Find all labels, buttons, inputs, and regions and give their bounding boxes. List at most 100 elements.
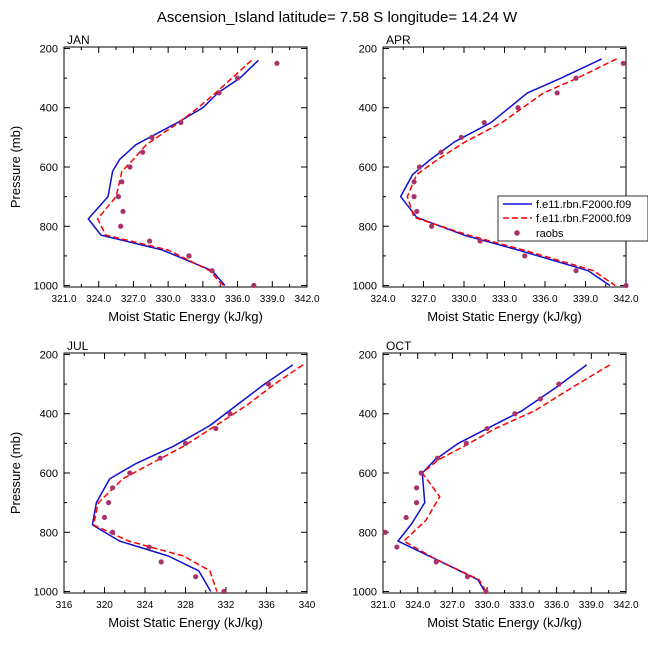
raob-point — [512, 411, 518, 417]
raob-point — [416, 164, 423, 170]
plot-area — [87, 59, 259, 287]
x-tick-label: 333.0 — [492, 294, 517, 305]
x-tick-label: 336.0 — [532, 294, 557, 305]
x-tick-label: 328 — [177, 600, 194, 611]
raob-point — [403, 514, 409, 521]
x-tick-label: 339.0 — [260, 294, 285, 305]
raob-point — [515, 105, 521, 111]
y-tick-label: 400 — [359, 103, 377, 115]
raob-point — [127, 470, 133, 476]
y-tick-label: 600 — [40, 468, 58, 480]
raob-point — [274, 60, 280, 66]
y-tick-label: 400 — [40, 409, 58, 421]
raob-point — [483, 588, 489, 595]
raob-point — [414, 208, 420, 215]
raob-point — [221, 588, 227, 595]
x-tick-label: 327.0 — [121, 294, 146, 305]
x-axis-label: Moist Static Energy (kJ/kg) — [108, 615, 263, 630]
raob-point — [213, 425, 219, 432]
plot-area — [399, 58, 617, 287]
legend-label-3: raobs — [536, 228, 564, 240]
raob-point — [157, 455, 163, 461]
y-axis-label: Pressure (mb) — [8, 432, 23, 514]
panel-jul: JUL 316 320 324 328 332 336 340 200 400 600 800 1000… — [8, 339, 316, 630]
x-tick-label: 330.0 — [156, 294, 181, 305]
raob-point — [464, 574, 471, 580]
x-tick-label: 333.0 — [509, 600, 534, 611]
y-tick-label: 600 — [40, 162, 58, 174]
raob-point — [234, 75, 241, 81]
legend-dot — [514, 230, 520, 236]
panel-label: OCT — [386, 339, 412, 353]
x-tick-label: 324.0 — [405, 600, 430, 611]
raob-point — [481, 119, 487, 126]
y-tick-label: 200 — [359, 349, 377, 361]
y-axis-label: Pressure (mb) — [8, 126, 23, 208]
raob-point — [522, 253, 528, 259]
raob-point — [382, 529, 388, 535]
x-tick-label: 320 — [96, 600, 113, 611]
y-tick-label: 600 — [359, 468, 377, 480]
x-tick-label: 321.0 — [51, 294, 76, 305]
raob-point — [101, 514, 108, 521]
raob-point — [127, 164, 133, 170]
series-line-dashed — [92, 364, 304, 592]
legend: f.e11.rbn.F2000.f09 f.e11.rbn.F2000.f09 … — [497, 195, 648, 242]
raob-point — [265, 381, 272, 387]
y-tick-label: 200 — [40, 43, 58, 55]
raob-point — [418, 470, 424, 476]
y-tick-label: 800 — [359, 527, 377, 539]
series-line-solid — [91, 364, 294, 592]
raob-point — [209, 268, 215, 274]
x-axis-label: Moist Static Energy (kJ/kg) — [427, 615, 582, 630]
raob-point — [413, 500, 420, 506]
x-tick-label: 316 — [56, 600, 73, 611]
x-tick-label: 324.0 — [86, 294, 111, 305]
y-tick-label: 1000 — [34, 587, 58, 599]
raob-point — [110, 529, 116, 535]
x-tick-label: 342.0 — [294, 294, 319, 305]
raob-point — [118, 223, 124, 229]
raob-point — [411, 194, 417, 200]
raob-point — [438, 149, 444, 155]
y-tick-label: 400 — [40, 103, 58, 115]
y-tick-label: 1000 — [353, 587, 377, 599]
figure-title: Ascension_Island latitude= 7.58 S longit… — [157, 9, 518, 26]
x-tick-label: 324 — [137, 600, 154, 611]
x-tick-label: 339.0 — [579, 600, 604, 611]
raob-point — [227, 411, 233, 417]
panel-label: JUL — [67, 339, 89, 353]
raob-point — [115, 194, 121, 200]
raob-point — [623, 282, 629, 289]
x-axis-label: Moist Static Energy (kJ/kg) — [427, 309, 582, 324]
x-tick-label: 342.0 — [613, 600, 638, 611]
panel-apr: APR 324.0 327.0 330.0 333.0 336.0 339.0 342.0 20… — [353, 33, 639, 324]
x-tick-label: 332 — [218, 600, 235, 611]
raob-point — [178, 119, 184, 126]
raob-point — [186, 253, 192, 259]
raob-point — [120, 208, 126, 215]
raob-point — [434, 455, 440, 461]
raob-point — [556, 381, 562, 387]
raob-point — [147, 238, 153, 244]
x-tick-label: 336.0 — [544, 600, 569, 611]
plot-frame — [63, 352, 308, 594]
legend-label-2: f.e11.rbn.F2000.f09 — [536, 213, 631, 225]
raob-point — [463, 440, 469, 446]
raob-point — [146, 544, 152, 550]
y-tick-label: 400 — [359, 409, 377, 421]
raob-point — [105, 500, 112, 506]
raob-point — [573, 75, 579, 81]
raob-point — [554, 90, 560, 96]
x-tick-label: 336.0 — [225, 294, 250, 305]
plot-frame — [63, 46, 308, 288]
raob-point — [620, 60, 626, 66]
raob-point — [182, 440, 189, 446]
raob-point — [458, 134, 464, 140]
x-tick-label: 321.0 — [370, 600, 395, 611]
y-tick-label: 600 — [359, 162, 377, 174]
raob-point — [411, 179, 417, 185]
raob-point — [433, 559, 439, 565]
series-line-dashed — [96, 59, 253, 287]
